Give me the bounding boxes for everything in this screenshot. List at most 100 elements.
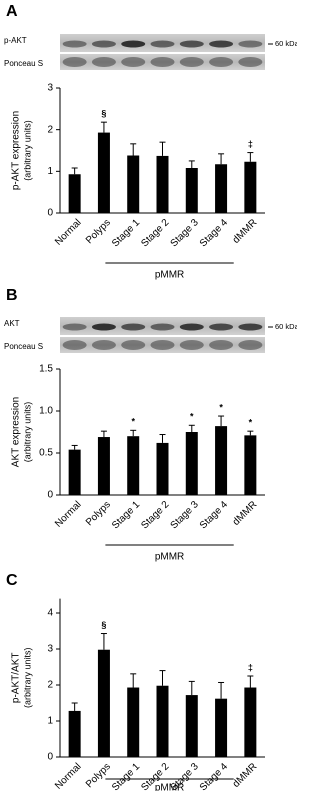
blot-band [121, 57, 146, 67]
group-label: pMMR [155, 552, 184, 563]
x-tick-label: Stage 2 [139, 217, 171, 249]
marker-label: 60 kDa [275, 322, 297, 331]
y-axis-label: p-AKT expression [11, 111, 22, 190]
marker-label: 60 kDa [275, 39, 297, 48]
blot-band [150, 340, 175, 350]
bar [127, 687, 140, 757]
x-tick-label: Stage 3 [169, 499, 201, 531]
blot-band [238, 40, 263, 48]
x-tick-label: Normal [53, 761, 84, 791]
y-axis-label: (arbitrary units) [22, 120, 32, 181]
panel-label: C [6, 572, 18, 589]
y-tick-label: 0 [47, 490, 53, 501]
x-tick-label: Stage 3 [169, 217, 201, 249]
y-axis-label: p-AKT/AKT [11, 653, 22, 704]
blot-band [91, 340, 116, 350]
y-tick-label: 3 [47, 83, 53, 94]
blot-band [150, 323, 175, 331]
significance-marker: * [219, 402, 223, 412]
panel-label: A [6, 3, 18, 20]
blot-band [62, 323, 87, 331]
blot-image [60, 337, 265, 353]
y-axis-label: (arbitrary units) [22, 648, 32, 709]
blot-band [91, 57, 116, 67]
blot-band [62, 57, 87, 67]
bar [244, 161, 257, 213]
x-tick-label: dMMR [231, 217, 260, 246]
group-label: pMMR [155, 270, 184, 281]
bar [244, 687, 257, 757]
y-tick-label: 1.5 [39, 364, 53, 375]
x-tick-label: dMMR [231, 499, 260, 528]
blot-band [62, 40, 87, 48]
x-tick-label: dMMR [231, 761, 260, 790]
blot-image [60, 54, 265, 70]
x-tick-label: Stage 2 [139, 499, 171, 531]
bar [68, 710, 81, 757]
significance-marker: ‡ [248, 662, 253, 672]
blot-band [121, 40, 146, 48]
significance-marker: * [190, 412, 194, 422]
x-tick-label: Stage 4 [198, 217, 230, 249]
blot-band [121, 340, 146, 350]
y-axis-label: AKT expression [11, 397, 22, 467]
y-tick-label: 1.0 [39, 406, 53, 417]
significance-marker: ‡ [248, 139, 253, 149]
x-tick-label: Stage 1 [110, 499, 142, 531]
blot-label: Ponceau S [4, 59, 43, 68]
x-tick-label: Stage 4 [198, 761, 230, 791]
significance-marker: * [131, 417, 135, 427]
x-tick-label: Normal [53, 217, 84, 248]
bar [68, 174, 81, 213]
blot-band [179, 340, 204, 350]
y-tick-label: 3 [47, 644, 53, 655]
significance-marker: § [101, 109, 106, 119]
x-tick-label: Normal [53, 499, 84, 530]
figure: Ap-AKT Ponceau S 60 kDa 0 1 2 3 p-AKT expressio… [4, 3, 297, 791]
y-tick-label: 2 [47, 124, 53, 135]
x-tick-label: Polyps [84, 499, 113, 528]
panel-label: B [6, 287, 18, 304]
blot-band [209, 323, 234, 331]
bar [97, 437, 110, 495]
blot-band [209, 340, 234, 350]
y-tick-label: 4 [47, 608, 53, 619]
blot-band [91, 40, 116, 48]
bar [185, 432, 198, 495]
blot-band [238, 340, 263, 350]
bar [127, 155, 140, 213]
bar [185, 168, 198, 213]
bar [215, 426, 228, 495]
significance-marker: § [101, 620, 106, 630]
blot-band [209, 40, 234, 48]
bar [185, 695, 198, 757]
blot-band [150, 57, 175, 67]
x-tick-label: Stage 4 [198, 499, 230, 531]
x-tick-label: Stage 1 [110, 217, 142, 249]
y-tick-label: 0.5 [39, 448, 53, 459]
bar [215, 698, 228, 757]
bar [156, 155, 169, 213]
bar [127, 436, 140, 495]
blot-band [179, 57, 204, 67]
blot-band [179, 40, 204, 48]
y-axis-label: (arbitrary units) [22, 402, 32, 463]
x-tick-label: Stage 1 [110, 761, 142, 791]
bar [244, 435, 257, 495]
bar [156, 442, 169, 495]
bar [68, 449, 81, 495]
group-label: pMMR [155, 783, 184, 791]
y-tick-label: 1 [47, 716, 53, 727]
blot-label: p-AKT [4, 36, 27, 45]
bar [215, 164, 228, 213]
blot-band [62, 340, 87, 350]
blot-band [121, 323, 146, 331]
blot-label: Ponceau S [4, 342, 43, 351]
significance-marker: * [249, 418, 253, 428]
bar [97, 132, 110, 213]
blot-band [209, 57, 234, 67]
blot-band [179, 323, 204, 331]
x-tick-label: Polyps [84, 761, 113, 790]
y-tick-label: 0 [47, 752, 53, 763]
blot-band [91, 323, 116, 331]
